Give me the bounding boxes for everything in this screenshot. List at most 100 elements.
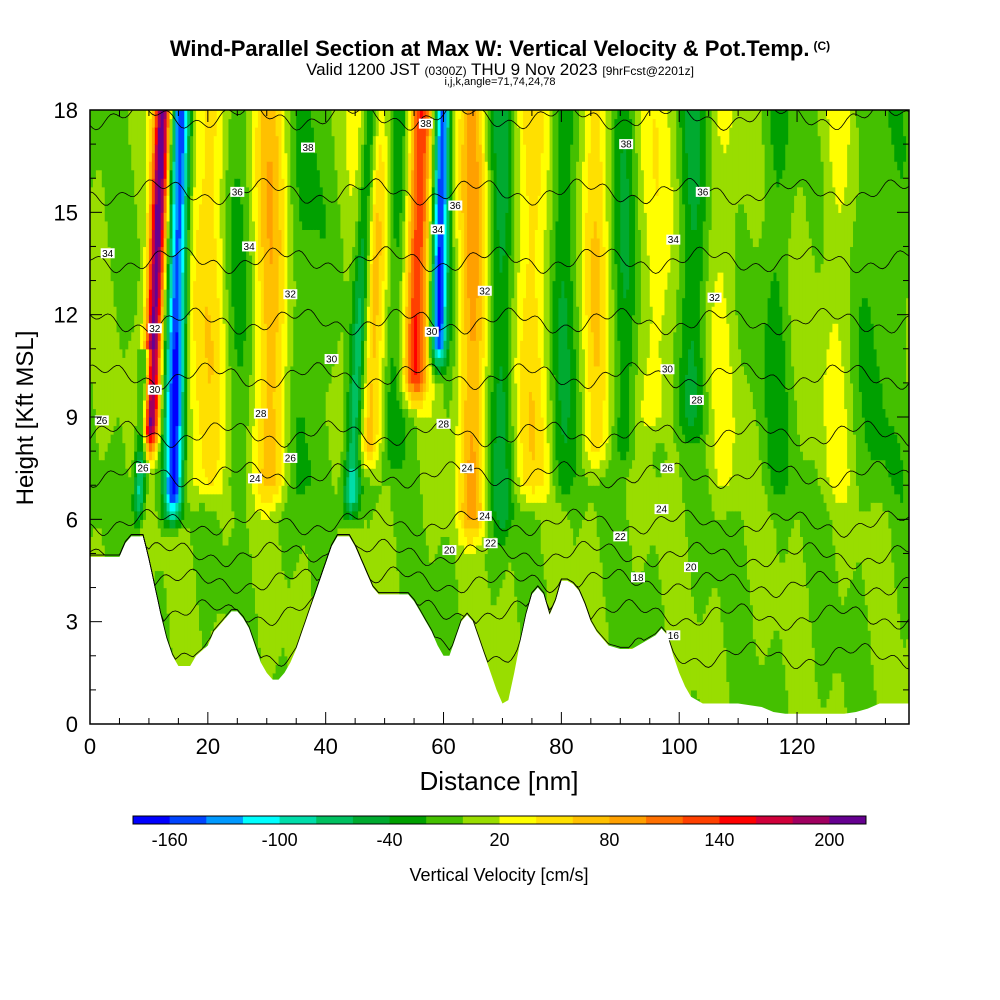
velocity-cell bbox=[505, 570, 509, 724]
velocity-cell bbox=[284, 365, 288, 503]
velocity-cell bbox=[897, 493, 901, 614]
velocity-cell bbox=[201, 178, 206, 469]
velocity-cell bbox=[290, 110, 294, 205]
y-tick-label: 15 bbox=[54, 200, 78, 225]
velocity-cell bbox=[210, 485, 215, 495]
theta-label-bg bbox=[230, 186, 245, 197]
velocity-cell bbox=[148, 348, 153, 367]
velocity-cell bbox=[278, 519, 283, 546]
velocity-cell bbox=[776, 110, 780, 188]
theta-label-bg bbox=[147, 323, 162, 334]
velocity-cell bbox=[137, 493, 141, 512]
velocity-cell bbox=[228, 365, 233, 478]
velocity-cell bbox=[508, 254, 512, 444]
velocity-cell bbox=[266, 485, 271, 503]
velocity-cell bbox=[523, 493, 527, 512]
velocity-cell bbox=[363, 297, 368, 341]
velocity-cell bbox=[425, 417, 430, 546]
velocity-cell bbox=[137, 510, 141, 520]
velocity-cell bbox=[767, 297, 772, 469]
velocity-cell bbox=[567, 110, 571, 350]
velocity-cell bbox=[452, 553, 456, 724]
velocity-cell bbox=[646, 425, 651, 555]
velocity-cell bbox=[254, 510, 259, 614]
velocity-cell bbox=[470, 110, 474, 341]
velocity-cell bbox=[178, 476, 182, 503]
velocity-cell bbox=[269, 161, 274, 265]
velocity-cell bbox=[805, 220, 810, 461]
velocity-cell bbox=[558, 502, 562, 640]
velocity-cell bbox=[682, 297, 686, 435]
velocity-cell bbox=[685, 442, 689, 537]
velocity-cell bbox=[891, 561, 895, 724]
velocity-cell bbox=[434, 110, 439, 137]
velocity-cell bbox=[805, 459, 810, 589]
velocity-cell bbox=[252, 425, 256, 495]
velocity-cell bbox=[708, 596, 713, 724]
velocity-cell bbox=[437, 331, 442, 350]
velocity-cell bbox=[649, 425, 654, 546]
velocity-cell bbox=[584, 212, 589, 316]
colorbar-tick-label: 140 bbox=[704, 830, 734, 850]
velocity-cell bbox=[640, 399, 645, 418]
colorbar-swatch bbox=[279, 816, 317, 824]
velocity-cell bbox=[372, 203, 377, 256]
theta-label: 30 bbox=[424, 326, 439, 338]
velocity-cell bbox=[655, 110, 660, 128]
velocity-cell bbox=[154, 348, 159, 375]
velocity-cell bbox=[520, 442, 524, 495]
velocity-cell bbox=[540, 485, 545, 503]
velocity-cell bbox=[425, 391, 430, 418]
velocity-cell bbox=[346, 169, 350, 282]
theta-label-text: 26 bbox=[285, 453, 297, 464]
velocity-cell bbox=[511, 425, 515, 503]
velocity-cell bbox=[579, 391, 583, 529]
velocity-cell bbox=[520, 110, 524, 341]
velocity-cell bbox=[661, 468, 666, 606]
velocity-cell bbox=[134, 476, 138, 512]
velocity-cell bbox=[437, 246, 442, 333]
velocity-cell bbox=[523, 485, 527, 495]
velocity-cell bbox=[496, 519, 501, 546]
velocity-cell bbox=[110, 280, 115, 435]
velocity-cell bbox=[299, 110, 303, 222]
theta-label-text: 20 bbox=[685, 563, 697, 574]
theta-label-text: 30 bbox=[662, 365, 674, 376]
velocity-cell bbox=[163, 340, 168, 375]
velocity-cell bbox=[593, 485, 598, 512]
velocity-cell bbox=[599, 110, 604, 162]
velocity-cell bbox=[95, 442, 100, 529]
velocity-cell bbox=[437, 110, 442, 137]
velocity-cell bbox=[870, 323, 875, 461]
velocity-cell bbox=[664, 451, 669, 461]
velocity-cell bbox=[284, 502, 288, 580]
velocity-cell bbox=[187, 314, 191, 503]
velocity-cell bbox=[576, 306, 580, 537]
velocity-cell bbox=[190, 135, 194, 196]
velocity-cell bbox=[148, 118, 153, 162]
velocity-cell bbox=[334, 110, 339, 171]
velocity-cell bbox=[776, 493, 780, 555]
velocity-cell bbox=[593, 110, 598, 222]
velocity-cell bbox=[134, 203, 138, 316]
velocity-cell bbox=[137, 451, 141, 461]
velocity-cell bbox=[196, 399, 200, 486]
velocity-cell bbox=[166, 152, 171, 171]
velocity-cell bbox=[773, 630, 778, 724]
velocity-cell bbox=[278, 254, 283, 486]
velocity-cell bbox=[175, 493, 179, 503]
velocity-cell bbox=[685, 374, 689, 418]
velocity-cell bbox=[832, 672, 836, 724]
velocity-cell bbox=[561, 280, 565, 435]
velocity-cell bbox=[514, 596, 518, 724]
velocity-cell bbox=[437, 357, 442, 367]
velocity-cell bbox=[741, 110, 745, 205]
velocity-cell bbox=[148, 203, 153, 239]
velocity-cell bbox=[178, 510, 182, 520]
velocity-cell bbox=[458, 118, 462, 230]
velocity-cell bbox=[531, 493, 536, 503]
velocity-cell bbox=[649, 544, 654, 724]
velocity-cell bbox=[414, 382, 418, 393]
velocity-cell bbox=[119, 348, 124, 427]
velocity-cell bbox=[853, 434, 857, 572]
